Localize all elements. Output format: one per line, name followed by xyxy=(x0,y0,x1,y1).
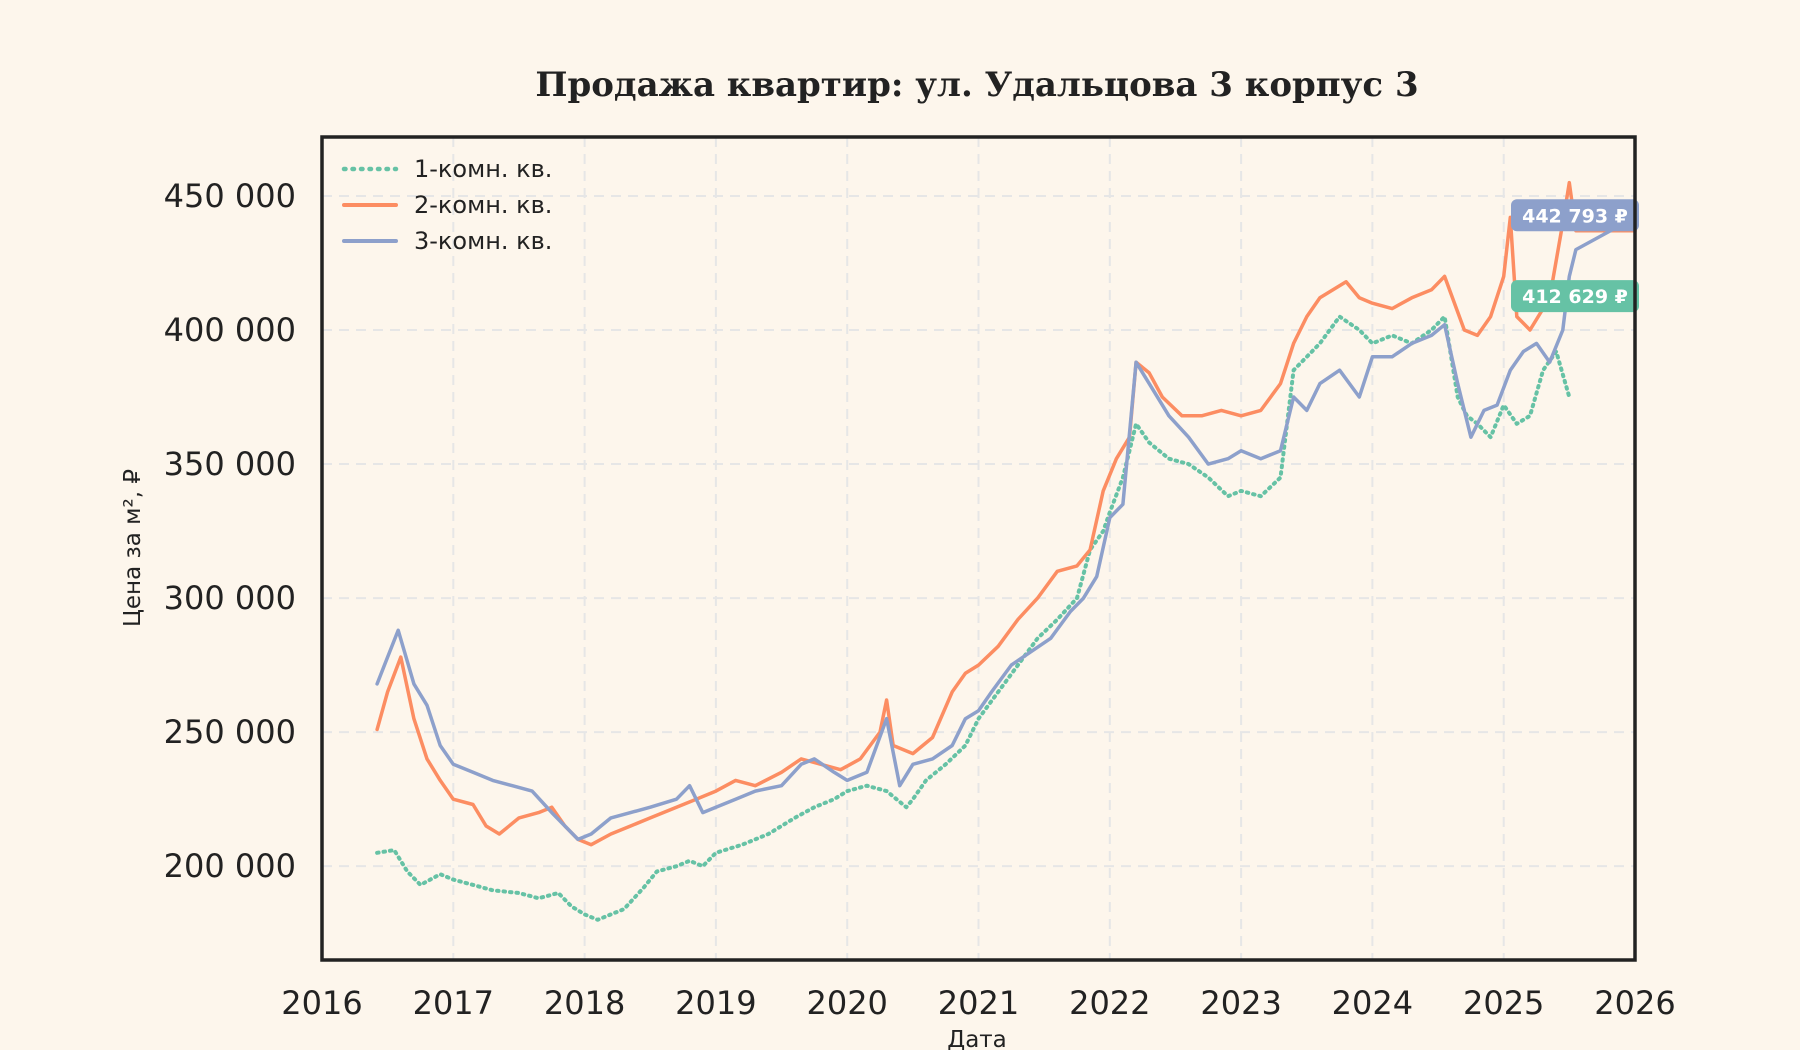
legend-label: 2-комн. кв. xyxy=(414,191,552,219)
x-tick-label: 2020 xyxy=(806,984,887,1022)
legend-label: 3-комн. кв. xyxy=(414,227,552,255)
x-tick-label: 2019 xyxy=(675,984,756,1022)
value-badge-bg xyxy=(1511,280,1639,313)
series-lines xyxy=(375,180,1637,922)
y-tick-label: 250 000 xyxy=(164,713,296,751)
legend: 1-комн. кв. 2-комн. кв. 3-комн. кв. xyxy=(341,155,552,255)
y-tick-label: 300 000 xyxy=(164,579,296,617)
x-tick-label: 2018 xyxy=(544,984,625,1022)
x-tick-label: 2022 xyxy=(1069,984,1150,1022)
axis-ticks: 2016 2017 2018 2019 2020 2021 2022 2023 2024 2025… xyxy=(164,177,1676,1022)
series-line-2 xyxy=(375,180,1637,847)
x-tick-label: 2017 xyxy=(413,984,494,1022)
x-tick-label: 2023 xyxy=(1200,984,1281,1022)
y-tick-label: 400 000 xyxy=(164,311,296,349)
value-badge-label: 412 629 ₽ xyxy=(1522,286,1628,308)
value-badge-label: 442 793 ₽ xyxy=(1522,205,1628,227)
plot-frame xyxy=(320,135,1637,962)
x-tick-label: 2016 xyxy=(281,984,362,1022)
y-tick-label: 350 000 xyxy=(164,445,296,483)
chart-title: Продажа квартир: ул. Удальцова 3 корпус … xyxy=(535,65,1418,105)
y-tick-label: 450 000 xyxy=(164,177,296,215)
series-line-1 xyxy=(375,314,1572,922)
y-axis-label: Цена за м², ₽ xyxy=(120,469,146,627)
x-tick-label: 2024 xyxy=(1332,984,1413,1022)
x-tick-label: 2021 xyxy=(938,984,1019,1022)
x-tick-label: 2025 xyxy=(1463,984,1544,1022)
x-tick-label: 2026 xyxy=(1594,984,1675,1022)
y-tick-label: 200 000 xyxy=(164,847,296,885)
series-line-3 xyxy=(375,215,1637,842)
legend-label: 1-комн. кв. xyxy=(414,155,552,183)
value-badges: 442 793 ₽ 412 629 ₽ xyxy=(1511,199,1639,313)
value-badge-bg xyxy=(1511,199,1639,232)
x-axis-label: Дата xyxy=(947,1027,1007,1050)
grid xyxy=(321,137,1636,960)
